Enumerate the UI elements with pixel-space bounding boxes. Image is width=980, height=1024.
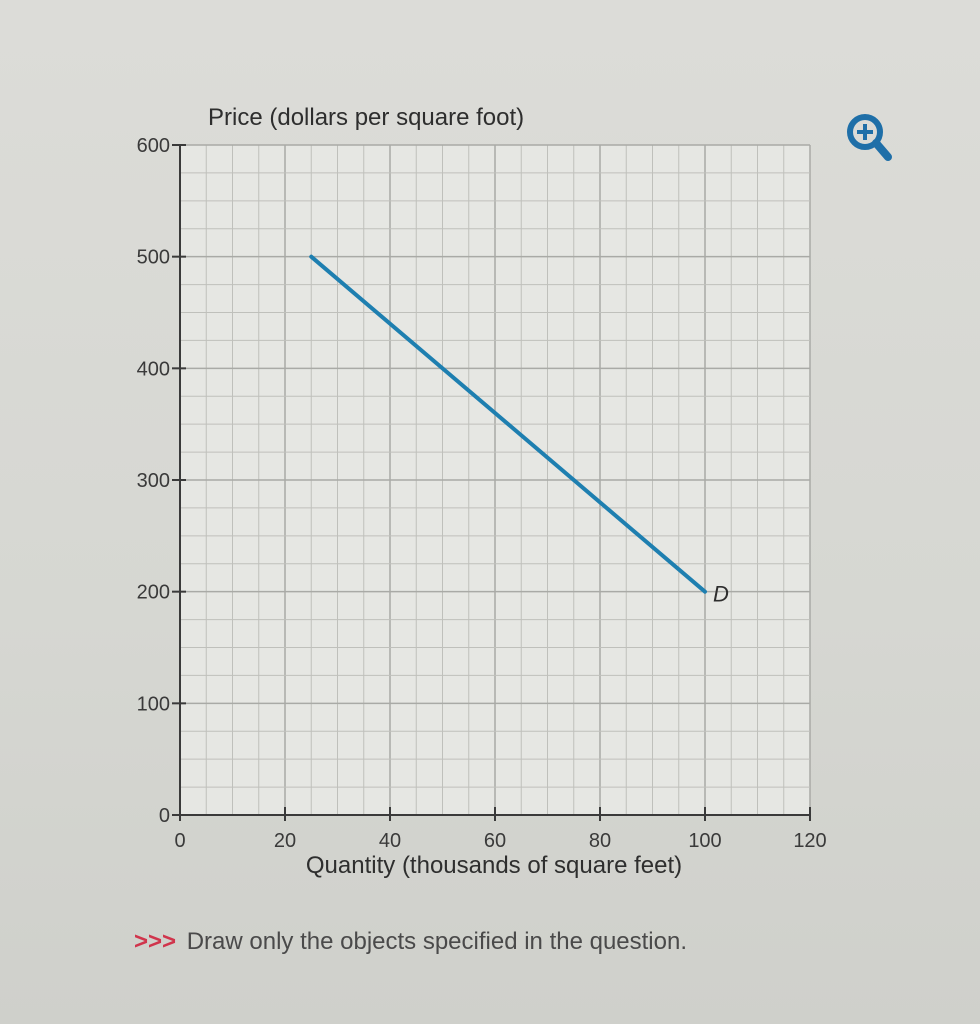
x-tick-label: 0 (174, 830, 185, 852)
y-tick-label: 0 (159, 805, 170, 827)
y-tick-label: 500 (137, 247, 170, 269)
instruction-text: >>> Draw only the objects specified in t… (134, 928, 687, 956)
grid (179, 144, 811, 816)
demand-curve-label: D (713, 582, 729, 607)
instruction-message: Draw only the objects specified in the q… (186, 928, 688, 955)
series: D (309, 254, 729, 607)
y-tick-label: 400 (137, 358, 170, 380)
x-tick-label: 100 (688, 830, 721, 852)
y-axis-title: Price (dollars per square foot) (208, 104, 524, 131)
y-tick-label: 200 (137, 582, 170, 604)
x-axis-title: Quantity (thousands of square feet) (306, 852, 682, 879)
zoom-in-icon (847, 114, 892, 161)
x-tick-label: 60 (484, 830, 506, 852)
ticks: 0 100 200 300 400 500 600 0 20 40 60 80 100 120 (137, 135, 827, 852)
x-tick-label: 20 (274, 830, 296, 852)
zoom-in-button[interactable] (845, 112, 893, 162)
y-tick-label: 600 (137, 135, 170, 157)
x-tick-label: 80 (589, 830, 611, 852)
x-tick-label: 40 (379, 830, 401, 852)
instruction-prompt: >>> (134, 928, 177, 955)
y-tick-label: 300 (137, 470, 170, 492)
x-tick-label: 120 (793, 830, 826, 852)
y-tick-label: 100 (137, 693, 170, 715)
demand-curve-line[interactable] (309, 254, 707, 594)
